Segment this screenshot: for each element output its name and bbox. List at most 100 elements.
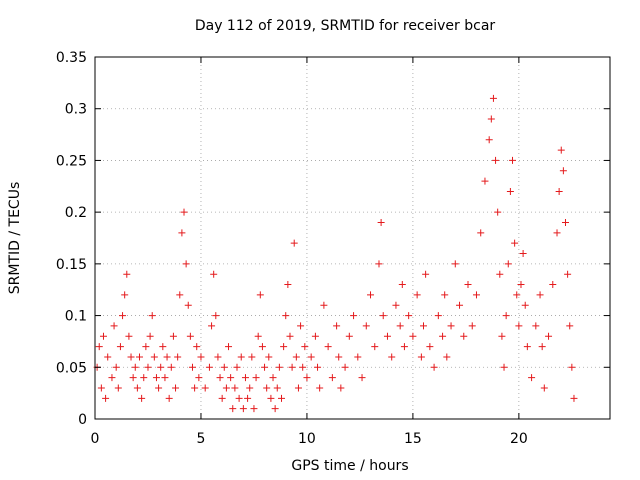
data-point	[555, 187, 563, 195]
data-point	[413, 291, 421, 299]
data-point	[375, 260, 383, 268]
data-point	[102, 394, 110, 402]
data-point	[367, 291, 375, 299]
data-point	[288, 363, 296, 371]
data-point	[358, 374, 366, 382]
data-point	[328, 374, 336, 382]
data-point	[532, 322, 540, 330]
data-point	[233, 363, 241, 371]
y-tick-label: 0.1	[65, 309, 87, 325]
data-point	[225, 343, 233, 351]
data-point	[504, 260, 512, 268]
data-point	[220, 363, 228, 371]
data-point	[316, 384, 324, 392]
data-point	[188, 363, 196, 371]
data-point	[150, 353, 158, 361]
data-point	[138, 394, 146, 402]
data-point	[197, 353, 205, 361]
data-point	[140, 374, 148, 382]
data-point	[515, 322, 523, 330]
data-point	[146, 332, 154, 340]
data-point	[314, 363, 322, 371]
data-point	[430, 363, 438, 371]
data-point	[487, 115, 495, 123]
data-point	[148, 312, 156, 320]
data-point	[161, 374, 169, 382]
data-point	[570, 394, 578, 402]
data-point	[99, 332, 107, 340]
data-point	[152, 374, 160, 382]
data-point	[509, 156, 517, 164]
data-point	[564, 270, 572, 278]
data-point	[104, 353, 112, 361]
data-point	[553, 229, 561, 237]
data-point	[212, 312, 220, 320]
data-point	[419, 322, 427, 330]
data-point	[205, 363, 213, 371]
data-point	[231, 384, 239, 392]
data-point	[422, 270, 430, 278]
data-point	[417, 353, 425, 361]
data-point	[208, 322, 216, 330]
data-point	[286, 332, 294, 340]
y-tick-label: 0	[78, 412, 87, 428]
data-point	[167, 363, 175, 371]
data-point	[377, 218, 385, 226]
data-point	[108, 374, 116, 382]
y-tick-label: 0.3	[65, 102, 87, 118]
y-axis-label: SRMTID / TECUs	[7, 182, 23, 295]
data-point	[193, 343, 201, 351]
data-point	[273, 384, 281, 392]
data-point	[341, 363, 349, 371]
ticks: 0 0.05 0.1 0.15 0.2 0.25 0.3 0.35 0 5 10 15 20	[56, 50, 610, 447]
data-point	[536, 291, 544, 299]
data-point	[163, 353, 171, 361]
data-point	[566, 322, 574, 330]
data-point	[252, 374, 260, 382]
data-point	[195, 374, 203, 382]
data-point	[95, 343, 103, 351]
data-point	[178, 229, 186, 237]
data-point	[456, 301, 464, 309]
y-tick-label: 0.15	[56, 257, 87, 273]
data-point	[299, 363, 307, 371]
y-tick-label: 0.05	[56, 360, 87, 376]
data-point	[119, 312, 127, 320]
data-point	[409, 332, 417, 340]
data-point	[292, 353, 300, 361]
data-point	[186, 332, 194, 340]
data-point	[282, 312, 290, 320]
grid	[95, 57, 610, 419]
data-point	[244, 394, 252, 402]
x-axis-label: GPS time / hours	[291, 458, 408, 474]
data-point	[235, 394, 243, 402]
data-point	[144, 363, 152, 371]
data-point	[239, 405, 247, 413]
data-point	[210, 270, 218, 278]
data-point	[492, 156, 500, 164]
data-point	[214, 353, 222, 361]
data-point	[568, 363, 576, 371]
data-point	[333, 322, 341, 330]
data-point	[371, 343, 379, 351]
data-point	[246, 384, 254, 392]
data-point	[464, 281, 472, 289]
data-point	[540, 384, 548, 392]
data-point	[265, 353, 273, 361]
data-point	[549, 281, 557, 289]
data-point	[545, 332, 553, 340]
data-point	[447, 322, 455, 330]
data-point	[216, 374, 224, 382]
data-point	[345, 332, 353, 340]
data-point	[517, 281, 525, 289]
data-point	[513, 291, 521, 299]
data-point	[511, 239, 519, 247]
data-point	[443, 353, 451, 361]
data-point	[320, 301, 328, 309]
data-point	[362, 322, 370, 330]
data-point	[379, 312, 387, 320]
data-point	[261, 363, 269, 371]
data-point	[301, 343, 309, 351]
data-point	[557, 146, 565, 154]
